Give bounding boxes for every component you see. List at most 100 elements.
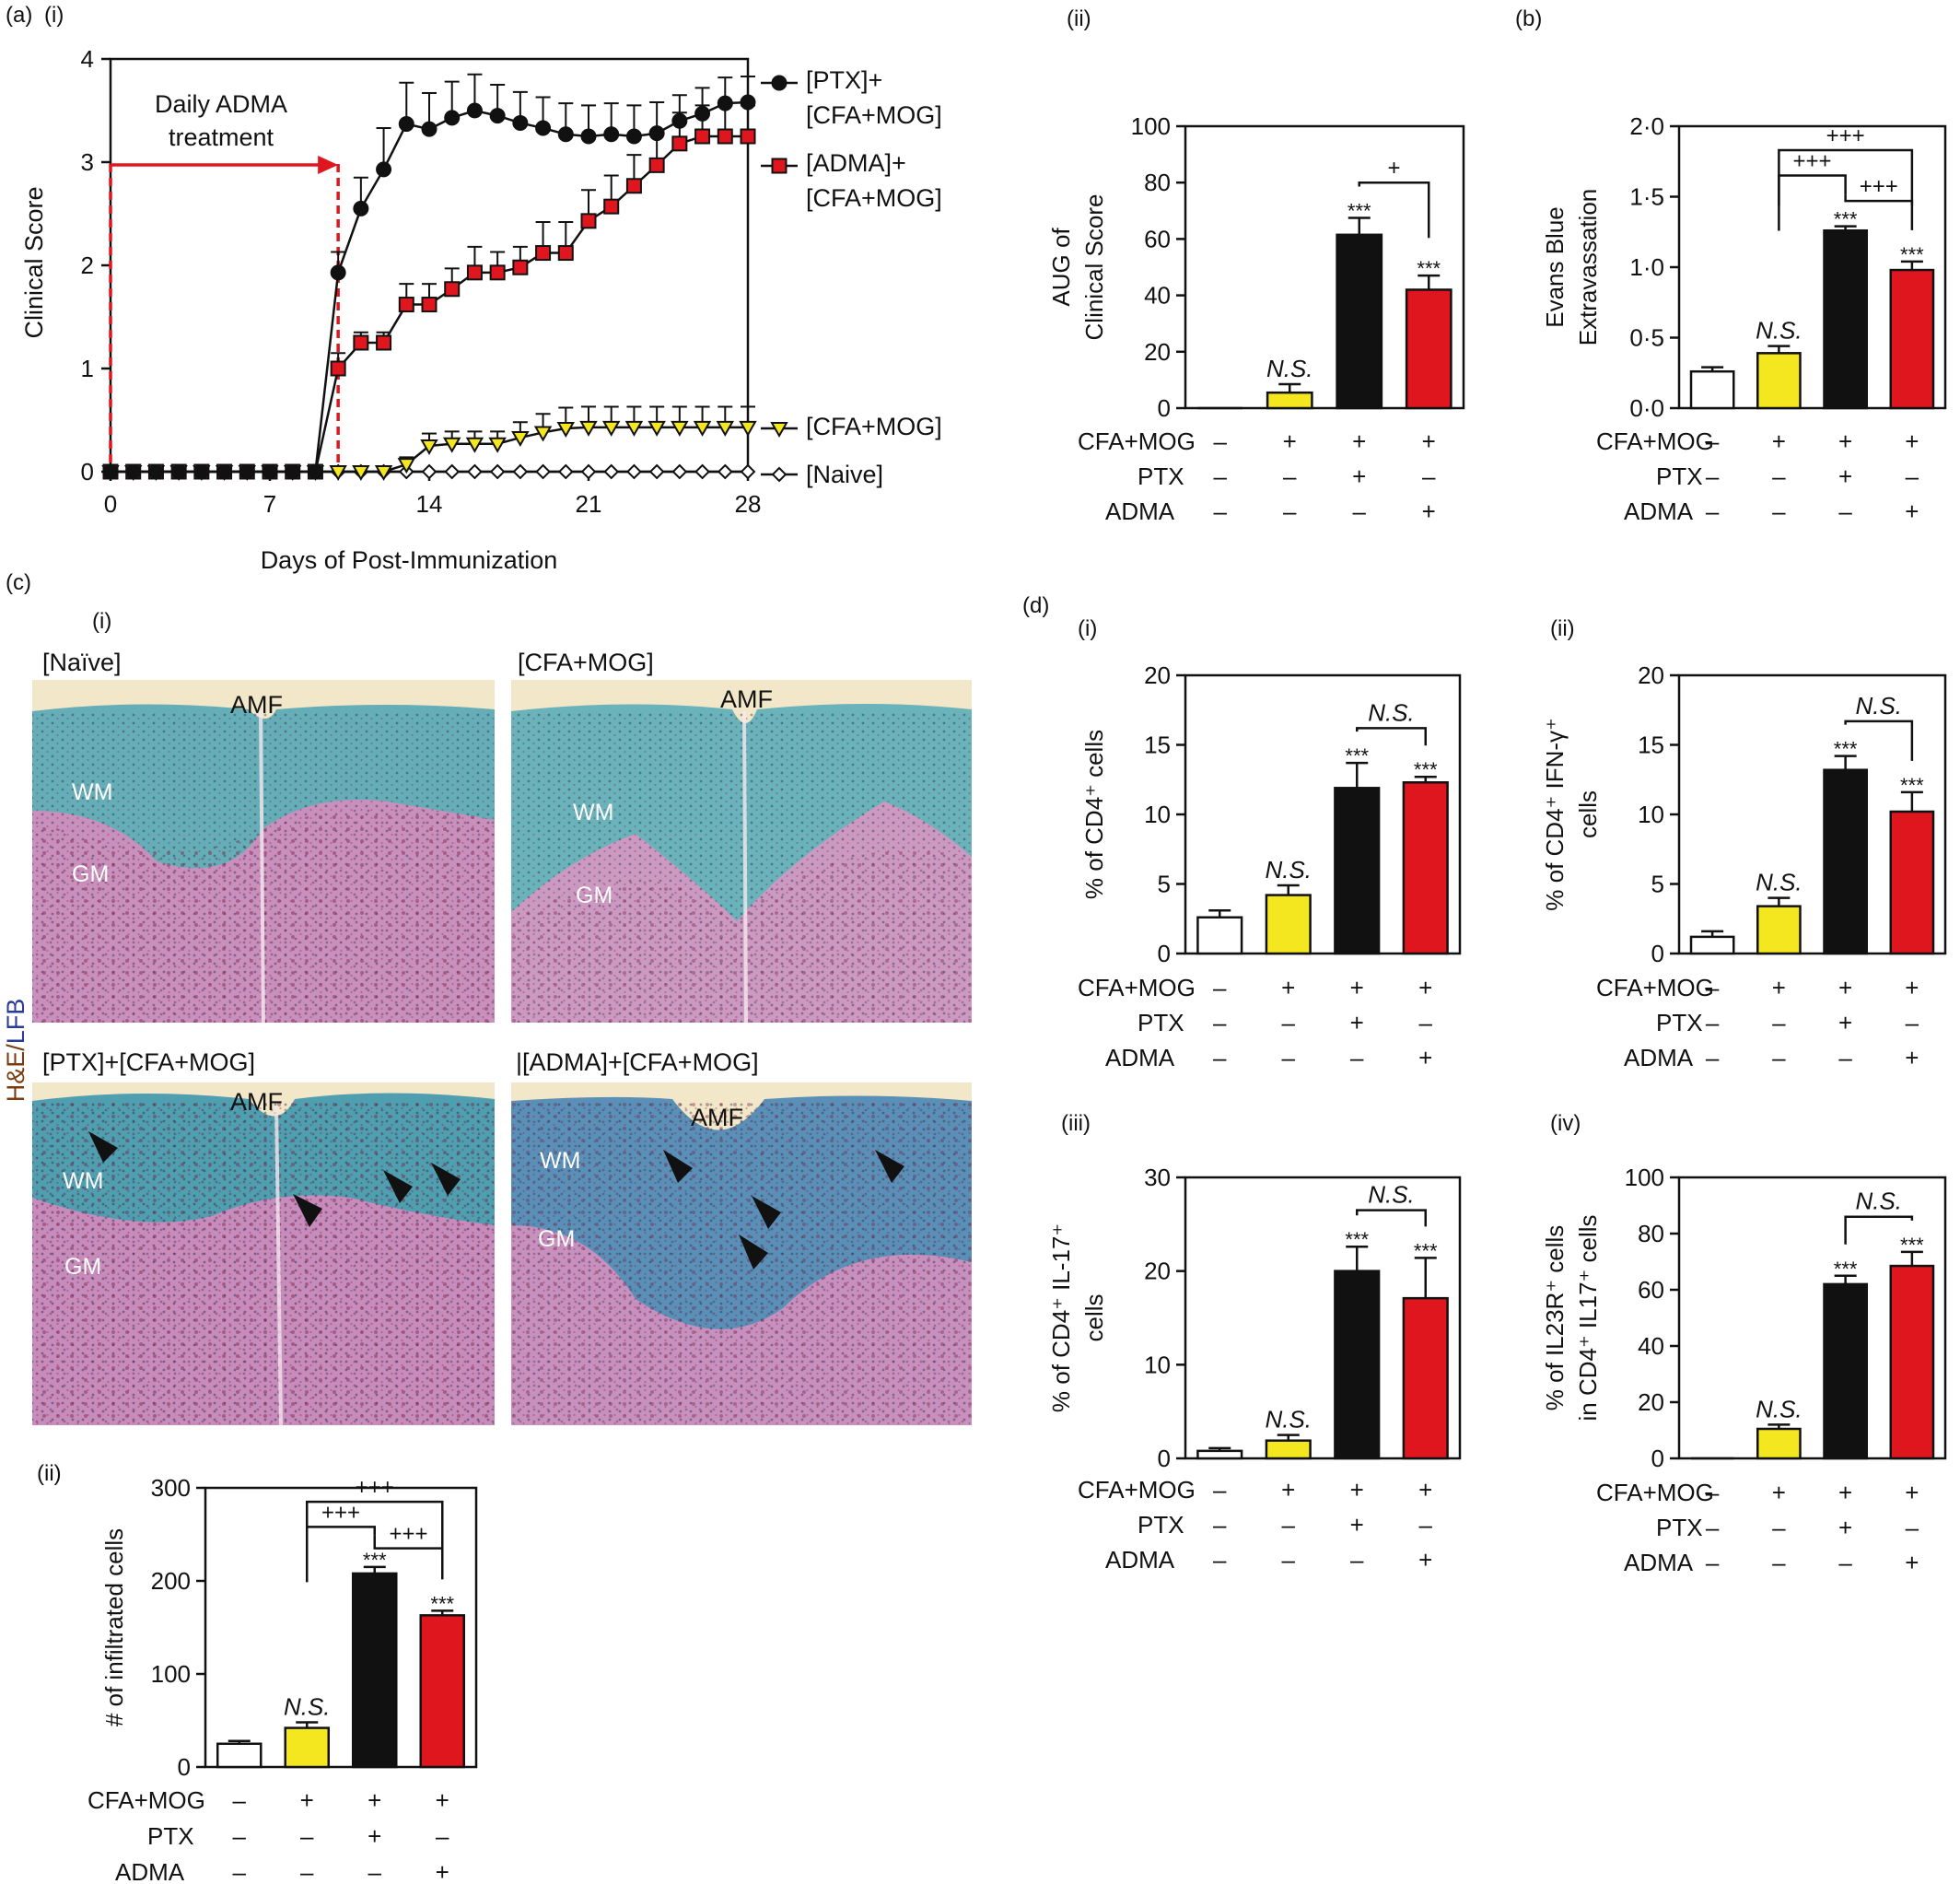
bar — [1336, 233, 1383, 410]
y-tick-label: 20 — [1638, 1388, 1664, 1416]
significance-label: *** — [430, 1592, 454, 1615]
group-sign: + — [436, 1858, 449, 1884]
group-sign: – — [1772, 1549, 1786, 1576]
group-sign: – — [300, 1822, 314, 1850]
comparison-bracket — [373, 1535, 444, 1580]
bar — [1265, 1439, 1312, 1460]
group-sign: – — [1772, 497, 1786, 525]
y-tick-label: 0 — [1158, 394, 1171, 422]
significance-label: *** — [1417, 257, 1441, 280]
bar — [1196, 1449, 1243, 1460]
group-sign: – — [1282, 1546, 1296, 1574]
bar — [284, 1726, 331, 1769]
group-sign: – — [1906, 462, 1919, 490]
bar — [1266, 391, 1313, 410]
legend-adma-line-1: [ADMA]+ — [806, 149, 906, 177]
data-point — [466, 102, 483, 119]
cd4-cells-bar-chart: 0 5 10 15 20 % of CD4⁺ cells N.S. *** *** N.S. CFA… — [1078, 661, 1462, 1071]
y-tick-label: 100 — [151, 1660, 191, 1688]
group-sign: – — [1283, 462, 1297, 490]
data-point — [147, 463, 164, 480]
data-point — [398, 297, 414, 313]
y-axis-label: in CD4⁺ IL17⁺ cells — [1574, 1215, 1602, 1422]
group-sign: + — [1772, 427, 1786, 455]
panel-label-d-i: (i) — [1078, 616, 1097, 641]
data-point — [285, 463, 301, 480]
data-point — [740, 94, 756, 111]
y-axis-label: cells — [1080, 1293, 1108, 1341]
micrograph-adma-amf: AMF — [691, 1104, 743, 1131]
bar — [419, 1614, 466, 1769]
group-row-label: CFA+MOG — [1596, 427, 1714, 455]
legend-cfa: [CFA+MOG] — [806, 413, 942, 440]
bar — [1689, 935, 1735, 955]
y-tick-label: 10 — [1144, 801, 1171, 828]
group-row-label: CFA+MOG — [1596, 974, 1714, 1001]
data-point — [739, 420, 757, 437]
data-point — [716, 420, 735, 437]
data-point — [512, 259, 529, 275]
significance-label: *** — [1900, 774, 1924, 797]
il23r-bar-chart: 0 20 40 60 80 100 % of IL23R⁺ cells in CD4⁺ IL1… — [1541, 1164, 1947, 1576]
group-sign: – — [1422, 462, 1436, 490]
bar — [1889, 1264, 1935, 1460]
group-row-label: PTX — [147, 1822, 194, 1850]
micrograph-naive: AMF WM GM — [32, 680, 495, 1024]
legend-marker — [770, 422, 788, 439]
y-tick-label: 5 — [1651, 871, 1664, 898]
significance-label: *** — [1900, 243, 1924, 266]
panel-label-c: (c) — [6, 570, 31, 595]
a-i-x-tick-label: 0 — [104, 490, 117, 518]
micrograph-cfa-wm: WM — [573, 800, 613, 825]
legend-naive: [Naive] — [806, 461, 883, 488]
data-point — [329, 465, 347, 482]
group-sign: + — [1905, 1479, 1919, 1506]
data-point — [488, 437, 507, 453]
group-sign: + — [1350, 974, 1364, 1001]
bracket-label: N.S. — [1368, 1181, 1415, 1209]
data-point — [601, 420, 621, 437]
group-sign: – — [1213, 1476, 1227, 1504]
data-point — [671, 135, 688, 152]
panel-label-d: (d) — [1022, 593, 1049, 618]
data-point — [489, 264, 506, 281]
a-i-x-tick-label: 14 — [416, 490, 443, 518]
panel-label-d-iii: (iii) — [1061, 1111, 1091, 1136]
bracket-label: +++ — [356, 1475, 394, 1500]
legend-ptx-line-2: [CFA+MOG] — [806, 101, 942, 129]
bar — [1823, 228, 1868, 410]
comparison-bracket — [306, 1526, 376, 1583]
bracket-label: N.S. — [1368, 698, 1415, 726]
a-i-annotation-line-1: Daily ADMA — [155, 90, 287, 118]
comparison-bracket — [1778, 174, 1847, 231]
bracket-label: + — [1387, 156, 1400, 181]
a-i-y-tick-label: 4 — [81, 45, 94, 73]
micrograph-title-ptx: [PTX]+[CFA+MOG] — [42, 1048, 255, 1076]
group-sign: + — [1352, 462, 1366, 490]
y-tick-label: 60 — [1638, 1276, 1664, 1304]
a-i-annotation-line-2: treatment — [169, 123, 274, 151]
bar — [1889, 810, 1935, 955]
data-point — [489, 108, 506, 124]
data-point — [624, 420, 644, 437]
group-sign: + — [368, 1822, 381, 1850]
data-point — [170, 463, 187, 480]
y-tick-label: 20 — [1638, 661, 1664, 689]
data-point — [353, 334, 369, 351]
data-point — [648, 125, 665, 142]
group-sign: – — [233, 1858, 247, 1884]
panel-label-a-i: (i) — [44, 3, 64, 28]
micrograph-naive-amf: AMF — [230, 691, 283, 719]
data-point — [717, 463, 733, 480]
histology-panel: H&E/LFB [Naïve] [CFA+MOG] [PTX]+[CFA+MOG… — [2, 649, 972, 1426]
data-point — [603, 463, 620, 480]
group-row-label: PTX — [1656, 1009, 1703, 1036]
bar — [1334, 1270, 1381, 1460]
ns-label: N.S. — [1265, 856, 1312, 883]
y-tick-label: 20 — [1144, 1258, 1171, 1285]
group-sign: – — [1419, 1009, 1433, 1036]
group-sign: – — [233, 1786, 247, 1814]
data-point — [511, 431, 530, 448]
group-sign: + — [1905, 1044, 1919, 1071]
group-sign: – — [233, 1822, 247, 1850]
